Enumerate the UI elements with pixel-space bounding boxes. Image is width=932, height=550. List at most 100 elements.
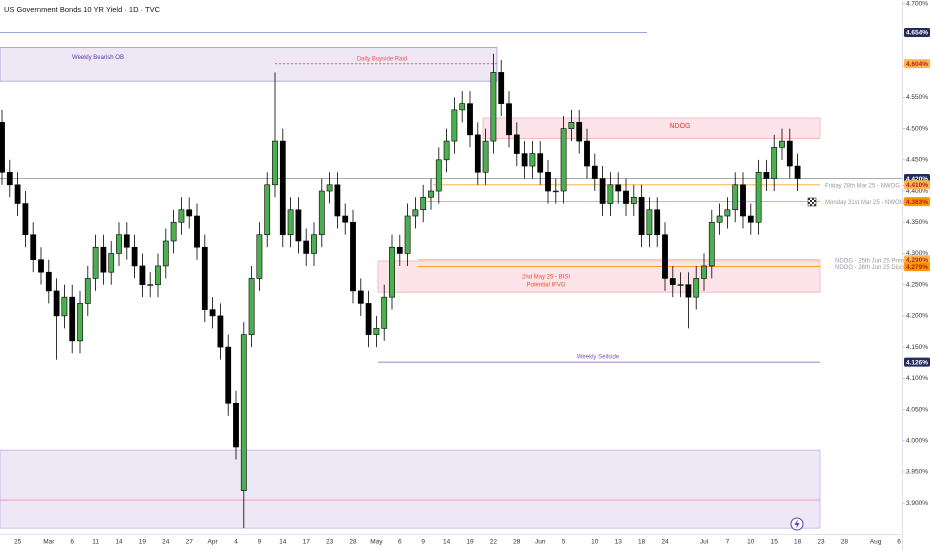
candle-body [482, 140, 489, 173]
candle-body [701, 265, 707, 279]
candle-body [552, 190, 559, 193]
candle-body [662, 234, 668, 279]
price-label: 4.290% [906, 257, 928, 264]
candle-body [45, 271, 52, 292]
y-tick-label: 4.100% [906, 375, 928, 382]
y-tick-label: 4.150% [906, 344, 928, 351]
x-tick-label: 6 [897, 539, 901, 546]
candle-body [116, 234, 122, 254]
x-tick-label: 27 [186, 539, 194, 546]
candle-body [638, 196, 645, 236]
candle-body [630, 196, 637, 204]
notes: Weekly Bearish OB NDOG 2nd May 25 - BISI Po… [72, 55, 920, 361]
zone-label: 2nd May 25 - BISI [522, 275, 570, 281]
candle-body [53, 290, 60, 317]
candle-body [779, 140, 785, 148]
candle-body [381, 296, 388, 329]
x-tick-label: 15 [771, 539, 779, 546]
candle-body [194, 215, 200, 248]
candle-body [295, 209, 302, 242]
candle-body [256, 234, 263, 279]
x-tick-label: 9 [258, 539, 262, 546]
y-tick-label: 3.900% [906, 500, 928, 507]
candle-body [342, 215, 349, 223]
candle-body [490, 72, 497, 142]
candle-body [646, 209, 653, 236]
candle-body [498, 72, 505, 104]
price-label: 4.410% [906, 182, 928, 189]
chart-title: US Government Bonds 10 YR Yield · 1D · T… [4, 5, 161, 14]
y-tick-label: 3.950% [906, 469, 928, 476]
x-tick-label: 11 [92, 539, 99, 546]
x-tick-label: 6 [70, 539, 74, 546]
candle-body [740, 184, 746, 217]
x-tick-label: 18 [638, 539, 646, 546]
y-tick-label: 4.550% [906, 94, 928, 101]
candle-body [763, 172, 770, 179]
candle-body [521, 153, 528, 167]
candles [0, 53, 801, 529]
candle-body [186, 209, 193, 217]
candle-body [529, 153, 536, 167]
candle-body [92, 246, 99, 279]
x-tick-label: 25 [14, 539, 22, 546]
candle-body [264, 184, 271, 236]
candle-body [693, 278, 700, 298]
x-tick-label: 19 [139, 539, 147, 546]
candle-body [607, 184, 614, 204]
x-tick-label: 5 [562, 539, 566, 546]
candle-body [248, 278, 255, 335]
x-tick-label: 19 [466, 539, 474, 546]
price-label-box [904, 262, 930, 272]
candle-body [311, 234, 317, 254]
candle-body [326, 184, 333, 192]
candle-body [209, 309, 216, 317]
candle-body [591, 165, 598, 179]
zone-label: NDOG [670, 123, 691, 130]
x-tick-label: 13 [615, 539, 623, 546]
candle-body [365, 303, 372, 335]
price-label-box [904, 255, 930, 265]
candle-body [708, 221, 715, 267]
candle-body [334, 184, 341, 217]
y-tick-label: 4.300% [906, 250, 928, 257]
candle-body [100, 246, 107, 273]
candle-body [459, 103, 466, 111]
x-tick-label: 17 [303, 539, 311, 546]
candle-body [584, 140, 590, 167]
candle-body [771, 147, 778, 179]
candle-body [303, 240, 310, 254]
price-label: 4.420% [906, 176, 928, 183]
candle-body [123, 234, 130, 248]
candle-body [599, 178, 606, 204]
x-tick-label: Jun [535, 539, 546, 546]
zone [0, 449, 821, 529]
zone [482, 117, 821, 139]
x-tick-label: Mar [43, 539, 55, 546]
candle-body [506, 103, 512, 136]
candle-body [615, 184, 622, 192]
candle-body [272, 140, 278, 186]
price-label: 4.279% [906, 264, 928, 271]
zone [377, 260, 821, 293]
level-label: Monday 31st Mar 25 - NWOG LOW [825, 200, 920, 206]
y-tick-label: 4.500% [906, 125, 928, 132]
candle-body [162, 240, 169, 267]
candle-body [404, 215, 411, 254]
price-label: 4.654% [906, 30, 928, 37]
candle-body [14, 184, 21, 204]
x-tick-label: Aug [870, 539, 882, 546]
x-tick-label: 14 [115, 539, 123, 546]
candle-body [61, 296, 68, 317]
candle-body [318, 190, 325, 236]
candle-body [147, 284, 154, 286]
candle-body [170, 221, 177, 242]
x-tick-label: 28 [841, 539, 849, 546]
x-tick-label: 28 [349, 539, 357, 546]
alert-icon[interactable] [790, 517, 804, 531]
zones [0, 47, 821, 529]
x-tick-label: 10 [747, 539, 755, 546]
candle-body [30, 234, 37, 261]
x-tick-label: 10 [591, 539, 599, 546]
